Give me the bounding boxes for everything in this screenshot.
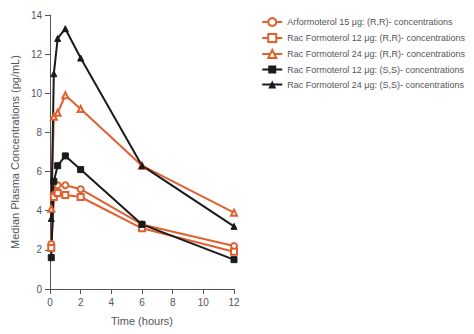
svg-text:2: 2	[36, 244, 42, 255]
svg-text:14: 14	[31, 10, 43, 21]
svg-text:10: 10	[198, 297, 210, 308]
svg-text:Median Plasma Concentrations (: Median Plasma Concentrations (pg/mL)	[9, 55, 21, 249]
svg-text:Arformoterol 15 μg: (R,R)- con: Arformoterol 15 μg: (R,R)- concentration…	[287, 17, 453, 27]
svg-text:2: 2	[78, 297, 84, 308]
svg-text:Time (hours): Time (hours)	[111, 315, 173, 327]
svg-text:10: 10	[31, 88, 43, 99]
svg-text:0: 0	[36, 284, 42, 295]
svg-text:12: 12	[228, 297, 240, 308]
svg-text:0: 0	[47, 297, 53, 308]
svg-text:8: 8	[170, 297, 176, 308]
svg-text:8: 8	[36, 127, 42, 138]
svg-text:Rac Formoterol 24 μg: (S,S)- c: Rac Formoterol 24 μg: (S,S)- concentrati…	[287, 80, 464, 90]
svg-text:12: 12	[31, 49, 43, 60]
svg-text:6: 6	[36, 166, 42, 177]
svg-text:4: 4	[109, 297, 115, 308]
svg-text:4: 4	[36, 205, 42, 216]
svg-text:Rac Formoterol 24 μg: (R,R)- c: Rac Formoterol 24 μg: (R,R)- concentrati…	[287, 49, 465, 59]
svg-text:6: 6	[139, 297, 145, 308]
svg-text:Rac Formoterol 12 μg: (R,R)- c: Rac Formoterol 12 μg: (R,R)- concentrati…	[287, 33, 465, 43]
svg-text:Rac Formoterol 12 μg: (S,S)- c: Rac Formoterol 12 μg: (S,S)- concentrati…	[287, 65, 464, 75]
